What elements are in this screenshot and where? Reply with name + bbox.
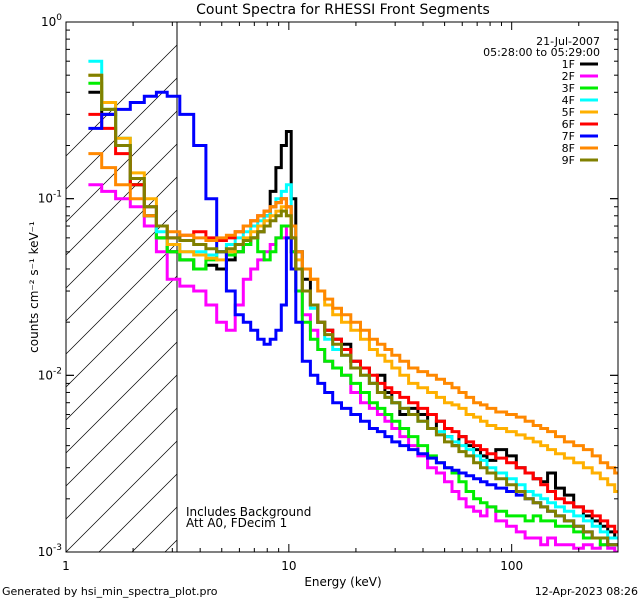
footer-generated-by: Generated by hsi_min_spectra_plot.pro: [2, 585, 218, 598]
legend-label: 7F: [562, 130, 575, 143]
time-range-label: 05:28:00 to 05:29:00: [483, 46, 600, 59]
hatch-line: [66, 407, 177, 520]
hatch-line: [66, 77, 177, 190]
hatch-line: [66, 440, 177, 552]
series-group: [88, 59, 618, 552]
hatch-line: [66, 308, 177, 421]
hatch-line: [66, 176, 177, 289]
x-axis-label: Energy (keV): [304, 575, 381, 589]
hatch-line: [66, 275, 177, 388]
series-line-7f: [88, 90, 618, 547]
x-axis-ticks: 1 10 100: [62, 22, 619, 573]
y-axis-label: counts cm⁻² s⁻¹ keV⁻¹: [27, 221, 41, 353]
legend-label: 2F: [562, 70, 575, 83]
series-line-1f: [88, 90, 618, 540]
x-tick-label: 100: [500, 559, 523, 573]
y-tick-label: 10-1: [38, 190, 62, 206]
legend-label: 8F: [562, 142, 575, 155]
x-tick-label: 10: [281, 559, 296, 573]
plot-frame: [65, 21, 619, 553]
legend-label: 1F: [562, 58, 575, 71]
series-line-6f: [88, 112, 618, 534]
hatch-line: [66, 143, 177, 256]
legend-label: 6F: [562, 118, 575, 131]
low-energy-hatch: [66, 44, 177, 552]
series-line-9f: [88, 73, 618, 547]
legend-label: 9F: [562, 154, 575, 167]
y-tick-label: 100: [41, 13, 62, 29]
series-line-4f: [88, 59, 618, 540]
chart-title: Count Spectra for RHESSI Front Segments: [196, 2, 490, 18]
series-line-5f: [88, 73, 618, 493]
x-tick-label: 1: [62, 559, 70, 573]
y-tick-label: 10-3: [38, 543, 62, 559]
hatch-line: [66, 242, 177, 355]
y-tick-label: 10-2: [38, 366, 62, 382]
hatch-line: [66, 374, 177, 487]
legend-label: 4F: [562, 94, 575, 107]
series-line-8f: [88, 152, 618, 475]
hatch-line: [66, 341, 177, 454]
hatch-line: [66, 209, 177, 322]
legend-label: 5F: [562, 106, 575, 119]
annotation-attenuator: Att A0, FDecim 1: [186, 516, 287, 530]
date-label: 21-Jul-2007: [536, 35, 600, 48]
annotation-background: Includes Background: [186, 505, 311, 519]
y-axis-ticks: 100 10-1 10-2 10-3: [38, 13, 618, 559]
legend-label: 3F: [562, 82, 575, 95]
footer-timestamp: 12-Apr-2023 08:26: [535, 585, 638, 598]
